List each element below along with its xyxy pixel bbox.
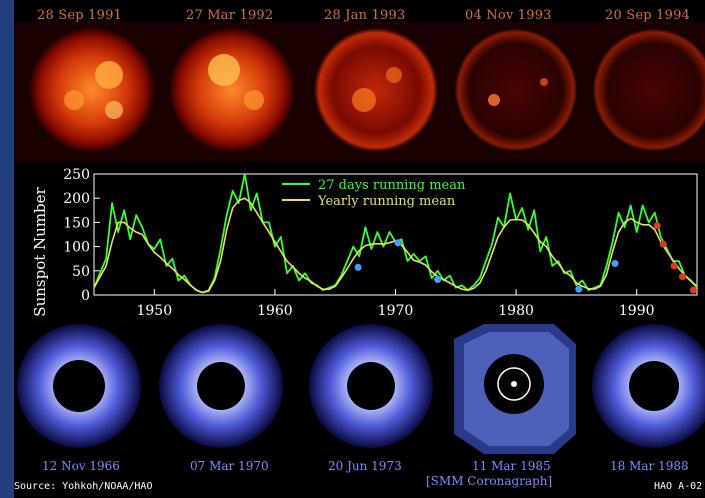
x-tick-label: 1950 [136, 303, 172, 319]
corona-date-2: 07 Mar 1970 [190, 459, 269, 473]
x-tick-label: 1990 [619, 303, 655, 319]
corona-date-1: 12 Nov 1966 [42, 459, 120, 473]
y-ticks: 0 50 100 150 200 250 [63, 167, 100, 304]
corona-image-4 [454, 324, 576, 454]
x-tick-label: 1960 [257, 303, 293, 319]
x-ticks: 1950 1960 1970 1980 1990 [136, 289, 655, 319]
y-tick-label: 250 [63, 167, 90, 183]
coronagraph-event-marker [394, 239, 402, 247]
corona-date-4: 11 Mar 1985 [472, 459, 551, 473]
y-tick-label: 100 [63, 240, 90, 256]
xray-event-marker [679, 273, 687, 281]
y-tick-label: 150 [63, 215, 90, 231]
xray-sun-4 [454, 28, 578, 152]
y-axis-label: Sunspot Number [31, 186, 49, 316]
corona-date-3: 20 Jun 1973 [328, 459, 402, 473]
xray-images-row [14, 22, 705, 162]
xray-sun-3 [314, 28, 438, 152]
xray-event-marker [670, 262, 678, 270]
y-tick-label: 0 [81, 288, 90, 304]
smm-coronagraph-label: [SMM Coronagraph] [426, 474, 553, 488]
legend-label-monthly: 27 days running mean [318, 178, 466, 193]
corona-image-2 [159, 324, 283, 448]
xray-date-4: 04 Nov 1993 [465, 8, 552, 23]
y-tick-label: 200 [63, 191, 90, 207]
source-credit: Source: Yohkoh/NOAA/HAO [14, 481, 153, 492]
figure-panel: 28 Sep 1991 27 Mar 1992 28 Jan 1993 04 N… [14, 0, 705, 498]
xray-date-2: 27 Mar 1992 [186, 8, 274, 23]
coronagraph-event-marker [611, 260, 619, 268]
coronagraph-event-marker [575, 285, 583, 293]
xray-sun-1 [30, 28, 154, 152]
x-tick-label: 1970 [378, 303, 414, 319]
xray-date-5: 20 Sep 1994 [605, 8, 691, 23]
coronagraph-event-marker [434, 276, 442, 284]
event-markers [354, 222, 697, 294]
xray-sun-2 [170, 28, 294, 152]
xray-event-marker [689, 286, 697, 294]
xray-event-marker [659, 240, 667, 248]
coronagraph-event-marker [354, 263, 362, 271]
xray-date-3: 28 Jan 1993 [324, 8, 406, 23]
coronagraph-images-row [17, 324, 705, 454]
xray-sun-5 [592, 28, 705, 152]
corona-image-5 [592, 324, 705, 448]
y-tick-label: 50 [72, 264, 90, 280]
xray-date-1: 28 Sep 1991 [37, 8, 123, 23]
figure-code: HAO A-02 [654, 481, 703, 492]
corona-date-5: 18 Mar 1988 [610, 459, 689, 473]
corona-image-1 [17, 324, 141, 448]
legend: 27 days running mean Yearly running mean [282, 178, 466, 209]
x-tick-label: 1980 [498, 303, 534, 319]
legend-label-yearly: Yearly running mean [317, 194, 456, 209]
xray-event-marker [653, 222, 661, 230]
corona-image-3 [309, 324, 433, 448]
